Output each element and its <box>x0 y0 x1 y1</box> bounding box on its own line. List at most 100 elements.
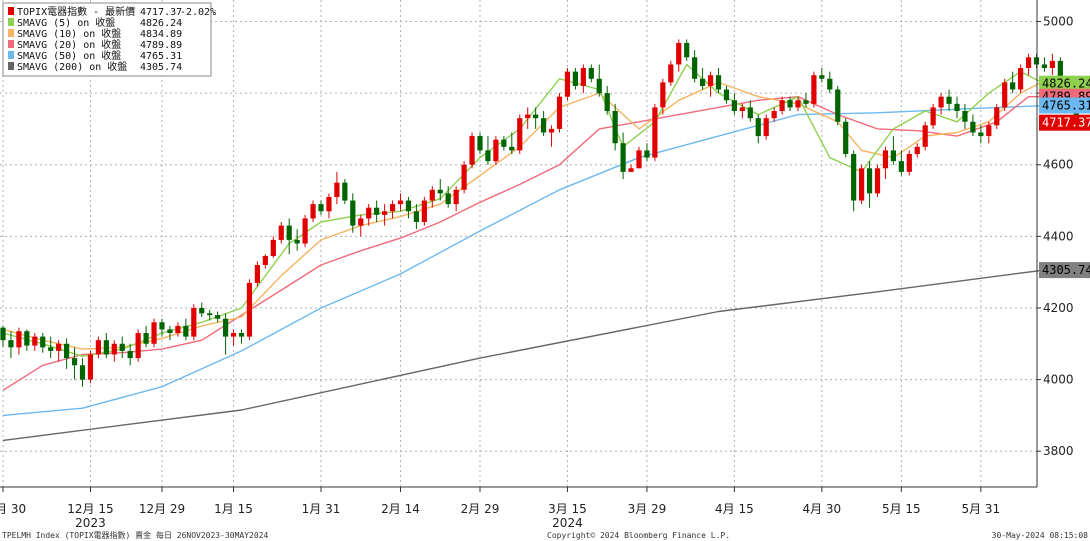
legend-name: SMAVG (200) on 收盤 <box>17 60 127 73</box>
candle-body <box>978 132 984 137</box>
candle <box>668 60 674 86</box>
y-tick-label: 4400 <box>1043 229 1074 243</box>
candle-body <box>48 347 54 351</box>
candles <box>0 39 1079 387</box>
candle-body <box>223 318 229 337</box>
candle-body <box>564 71 571 97</box>
candle <box>342 179 348 205</box>
candle <box>660 78 666 115</box>
legend-name: SMAVG (20) on 收盤 <box>17 38 121 51</box>
candle-body <box>382 211 388 215</box>
candle <box>755 114 761 144</box>
candle <box>684 39 690 61</box>
candle-body <box>835 89 841 122</box>
candle-body <box>64 343 70 359</box>
legend-value: 4305.74 <box>140 62 182 73</box>
candle <box>994 103 1000 129</box>
candle <box>652 103 658 162</box>
candle-body <box>453 189 459 205</box>
value-badge-label: 4717.37 <box>1042 116 1090 130</box>
candle-body <box>397 200 404 205</box>
candle-body <box>811 75 817 104</box>
candle-body <box>191 307 197 337</box>
sma-line <box>2 96 1045 391</box>
candle-body <box>628 168 634 172</box>
candle-body <box>207 313 213 316</box>
candle <box>962 103 968 129</box>
candle-body <box>183 325 189 337</box>
candle-body <box>859 168 865 201</box>
candle <box>366 204 372 226</box>
candle-body <box>262 256 268 265</box>
candle-body <box>477 136 483 151</box>
candle <box>167 325 173 341</box>
legend-swatch <box>8 40 14 48</box>
candle-body <box>32 336 38 346</box>
candle-body <box>111 343 117 355</box>
candle-body <box>914 146 920 154</box>
candle-body <box>986 125 992 137</box>
y-tick-label: 4200 <box>1043 301 1074 315</box>
candle-body <box>1018 68 1024 90</box>
x-tick-label: 5月 31 <box>961 502 1000 516</box>
value-badge-label: 4826.24 <box>1042 77 1090 91</box>
candle-body <box>731 100 737 112</box>
candle <box>111 340 117 362</box>
candle <box>692 50 698 83</box>
candle-body <box>723 89 730 101</box>
candle-body <box>707 75 714 86</box>
candle-body <box>906 153 912 172</box>
candle-body <box>254 264 260 283</box>
candle <box>127 343 133 366</box>
legend-value: 4834.89 <box>140 29 182 40</box>
candle-body <box>230 333 237 337</box>
candle <box>56 340 62 362</box>
candle-body <box>588 68 594 79</box>
candle <box>32 333 38 351</box>
candle <box>159 318 165 337</box>
candle-body <box>0 327 6 341</box>
legend: TOPIX電器指數 - 最新價 4717.37-2.02% SMAVG (5) on… <box>2 2 216 77</box>
candle <box>930 103 936 129</box>
candle <box>771 107 777 122</box>
candle-body <box>199 307 205 314</box>
legend-value: 4826.24 <box>140 18 182 29</box>
candle-body <box>572 71 578 86</box>
sma-line <box>2 79 1045 350</box>
candle-body <box>692 57 698 79</box>
candle-body <box>366 207 372 219</box>
candle-body <box>533 114 539 119</box>
legend-name: SMAVG (5) on 收盤 <box>17 16 115 29</box>
sma-line <box>2 104 1045 417</box>
candle-body <box>135 333 141 359</box>
candle-body <box>119 343 125 351</box>
value-badge <box>1039 262 1090 279</box>
candle-body <box>437 189 443 194</box>
value-badge-label: 4305.74 <box>1042 263 1090 277</box>
candle-body <box>922 125 928 147</box>
candle <box>986 121 992 144</box>
candle <box>763 114 769 140</box>
candle-body <box>827 78 833 90</box>
candle-body <box>175 325 181 334</box>
candle-body <box>302 218 308 244</box>
candle-body <box>8 340 14 348</box>
candle <box>747 100 753 122</box>
candle <box>859 164 865 205</box>
candle-body <box>1057 60 1063 83</box>
candle <box>199 302 205 317</box>
candle-body <box>890 150 896 162</box>
candle <box>437 179 443 201</box>
candle <box>1041 57 1048 72</box>
candle-body <box>71 358 78 366</box>
candle <box>207 309 213 321</box>
x-year-label: 2023 <box>75 516 106 530</box>
candle <box>318 200 324 215</box>
candle <box>238 329 245 344</box>
candle <box>215 311 221 323</box>
candle <box>866 161 873 208</box>
candle <box>262 254 268 269</box>
footer-center: Copyright© 2024 Bloomberg Finance L.P. <box>547 531 730 540</box>
candle-body <box>541 118 547 133</box>
